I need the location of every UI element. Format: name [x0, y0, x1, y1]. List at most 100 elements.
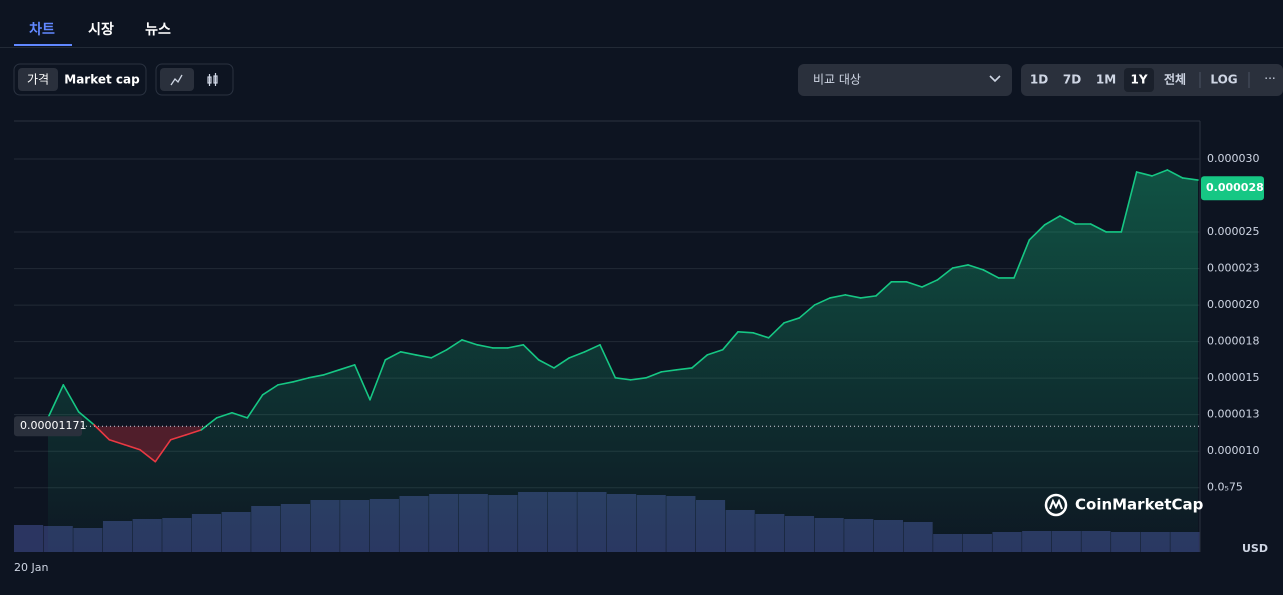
price-segment [1151, 169, 1169, 177]
price-segment [1166, 169, 1184, 179]
price-segment [369, 359, 387, 401]
price-segment [752, 332, 770, 339]
price-segment [261, 384, 279, 396]
candle-icon[interactable] [207, 73, 218, 86]
price-segment [629, 377, 647, 381]
currency: USD [1242, 542, 1268, 555]
price-segment [921, 279, 939, 288]
price-segment [875, 281, 893, 297]
tab[interactable]: 시장 [88, 21, 114, 38]
price-segment [108, 438, 126, 446]
price-segment [583, 344, 601, 353]
toggle-option[interactable]: 가격 [27, 73, 49, 87]
compare-label: 비교 대상 [813, 73, 861, 87]
line-icon[interactable] [170, 74, 183, 86]
range-selected [1124, 68, 1154, 92]
tab-underline [14, 44, 72, 46]
y-tick-label: 0.000030 [1207, 152, 1260, 165]
watermark-text: CoinMarketCap [1075, 496, 1204, 514]
price-segment [767, 322, 785, 339]
price-segment [553, 357, 571, 369]
price-segment [93, 423, 111, 441]
price-segment [660, 369, 678, 373]
price-segment [246, 393, 264, 419]
price-segment [936, 267, 954, 281]
price-segment [1089, 223, 1107, 233]
price-segment [1135, 171, 1153, 177]
price-segment [445, 339, 463, 351]
chart-type-selected [160, 68, 194, 91]
price-segment [277, 380, 295, 386]
area [48, 169, 1198, 552]
price-segment [461, 339, 479, 346]
price-segment [1059, 215, 1077, 225]
price-segment [645, 371, 663, 379]
price-segment [154, 438, 172, 463]
range-button[interactable]: 7D [1063, 73, 1081, 87]
volume-bar [14, 525, 44, 552]
price-segment [675, 367, 693, 371]
price-segment [737, 331, 755, 334]
y-tick-label: 0.000013 [1207, 408, 1260, 421]
price-segment [1013, 239, 1031, 279]
price-segment [77, 411, 95, 426]
last-price-box [1201, 176, 1264, 201]
compare-dropdown[interactable] [798, 64, 1012, 96]
price-segment [353, 364, 371, 401]
y-tick-label: 0.000015 [1207, 371, 1260, 384]
price-segment [292, 377, 310, 383]
price-segment [951, 264, 969, 269]
last-price-label: 0.000028 [1206, 181, 1264, 194]
price-segment [200, 417, 218, 431]
price-segment [522, 344, 540, 361]
price-segment [323, 369, 341, 376]
y-tick-label: 0.000025 [1207, 225, 1260, 238]
range-button[interactable]: LOG [1210, 73, 1237, 87]
tab[interactable]: 차트 [29, 22, 55, 38]
price-segment [859, 295, 877, 299]
range-button[interactable]: 1M [1096, 73, 1116, 87]
price-segment [783, 317, 801, 324]
y-tick-label: 0.000010 [1207, 444, 1260, 457]
price-segment [599, 344, 617, 379]
price-segment [1181, 177, 1199, 181]
price-segment [476, 344, 494, 349]
price-segment [185, 429, 203, 436]
price-segment [568, 351, 586, 359]
price-segment [691, 354, 709, 369]
range-button[interactable]: 전체 [1164, 72, 1186, 87]
toggle-option[interactable]: Market cap [64, 73, 140, 87]
price-segment [338, 364, 356, 371]
plot: 0.00001171 0.000028 [14, 169, 1264, 552]
tab-bar: 차트 시장 뉴스 [0, 21, 1283, 48]
price-segment [507, 344, 525, 349]
price-segment [813, 297, 831, 306]
base-label-box [14, 416, 82, 437]
price-segment [123, 443, 141, 451]
range-button[interactable]: 1Y [1130, 73, 1147, 87]
range-buttons: 1D 7D 1M 1Y 전체 LOG [1030, 72, 1238, 87]
price-segment [1120, 171, 1138, 233]
range-button[interactable]: 1D [1030, 73, 1048, 87]
price-segment [139, 448, 157, 463]
logo [1044, 493, 1068, 517]
price-segment [706, 348, 724, 356]
y-tick-label: 0.000023 [1207, 262, 1260, 275]
price-segment [905, 281, 923, 288]
divider [0, 47, 1283, 48]
price-segment [399, 351, 417, 356]
logo-mark [1049, 498, 1063, 510]
chevron [989, 75, 1001, 83]
price-segment [1028, 224, 1046, 241]
price-segment [537, 359, 555, 369]
x-tick-label: 20 Jan [14, 561, 48, 574]
price-segment [1043, 215, 1061, 226]
price-segment [169, 434, 187, 441]
price-segment [982, 269, 1000, 279]
tab[interactable]: 뉴스 [145, 22, 171, 38]
price-segment [231, 411, 249, 419]
more-button[interactable]: ··· [1264, 72, 1275, 86]
y-tick-label: 0.000020 [1207, 298, 1260, 311]
